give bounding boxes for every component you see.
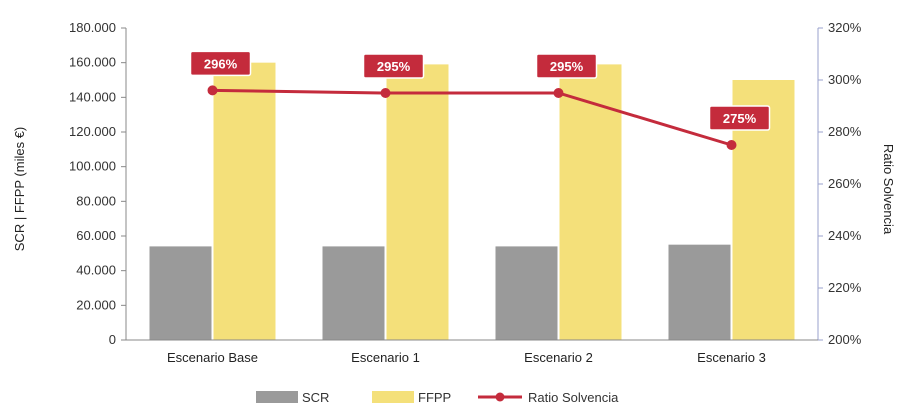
y-tick-label: 100.000: [69, 159, 116, 174]
data-label-text: 296%: [204, 56, 238, 71]
ratio-data-labels: 296% 295% 295% 275%: [189, 50, 771, 131]
ffpp-bar: [213, 62, 276, 341]
y-tick-label: 80.000: [76, 193, 116, 208]
y-tick-label: 60.000: [76, 228, 116, 243]
y2-axis-title: Ratio Solvencia: [881, 144, 896, 235]
legend-item: Ratio Solvencia: [478, 390, 619, 405]
ratio-data-label: 296%: [189, 50, 252, 77]
x-tick-label: Escenario 3: [697, 350, 766, 365]
data-label-text: 295%: [550, 59, 584, 74]
legend-swatch-marker: [495, 392, 505, 402]
x-tick-label: Escenario 2: [524, 350, 593, 365]
left-axis-ticks: 0 20.000 40.000 60.000 80.000 100.000 120.000 1…: [69, 20, 126, 347]
x-tick-label: Escenario 1: [351, 350, 420, 365]
data-label-text: 295%: [377, 59, 411, 74]
ratio-point: [553, 88, 564, 98]
legend-swatch: [256, 391, 298, 403]
ratio-point: [207, 85, 218, 96]
category-labels: Escenario Base Escenario 1 Escenario 2 Esce…: [167, 350, 766, 365]
y-tick-label: 140.000: [69, 89, 116, 104]
scr-bar: [322, 246, 385, 340]
right-axis-ticks: 200% 220% 240% 260% 280% 300% 320%: [818, 20, 862, 347]
ratio-data-label: 295%: [362, 53, 425, 79]
axes: [125, 28, 819, 341]
ratio-point: [380, 88, 391, 98]
ratio-line-series: [207, 85, 737, 150]
legend-label: SCR: [302, 390, 329, 405]
scr-bar: [668, 244, 731, 340]
y2-tick-label: 240%: [828, 228, 862, 243]
ratio-point: [726, 140, 737, 150]
scr-bar: [495, 246, 558, 340]
bar-series: [149, 62, 795, 341]
legend-swatch: [372, 391, 414, 403]
y-tick-label: 0: [109, 332, 116, 347]
y-tick-label: 180.000: [69, 20, 116, 35]
data-label-box: [362, 53, 425, 79]
data-label-text: 275%: [723, 111, 757, 126]
legend-item: SCR: [256, 390, 329, 405]
ffpp-bar: [386, 64, 449, 341]
y2-tick-label: 300%: [828, 72, 862, 87]
ratio-line: [212, 88, 732, 147]
data-label-box: [708, 105, 771, 131]
ratio-data-label: 275%: [708, 105, 771, 131]
data-label-box: [189, 50, 252, 77]
y2-tick-label: 260%: [828, 176, 862, 191]
y2-tick-label: 320%: [828, 20, 862, 35]
ratio-data-label: 295%: [535, 53, 598, 79]
y2-tick-label: 220%: [828, 280, 862, 295]
y-tick-label: 160.000: [69, 55, 116, 70]
y-tick-label: 120.000: [69, 124, 116, 139]
y2-tick-label: 280%: [828, 124, 862, 139]
y2-tick-label: 200%: [828, 332, 862, 347]
data-label-box: [535, 53, 598, 79]
y-tick-label: 20.000: [76, 297, 116, 312]
y-tick-label: 40.000: [76, 263, 116, 278]
ffpp-bar: [559, 64, 622, 341]
legend: SCR FFPP Ratio Solvencia: [256, 390, 619, 405]
scr-bar: [149, 246, 212, 340]
legend-label: Ratio Solvencia: [528, 390, 619, 405]
legend-item: FFPP: [372, 390, 451, 405]
legend-label: FFPP: [418, 390, 451, 405]
y-axis-title: SCR | FFPP (miles €): [12, 127, 27, 251]
x-tick-label: Escenario Base: [167, 350, 258, 365]
